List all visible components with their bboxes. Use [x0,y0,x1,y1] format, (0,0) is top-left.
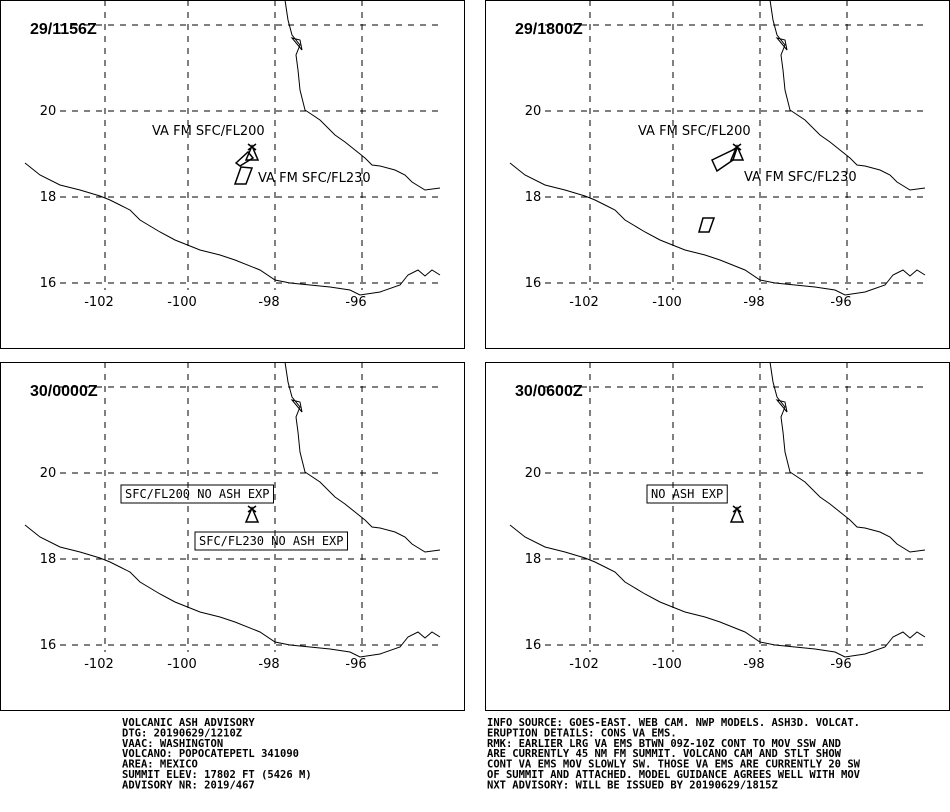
panel-time: 29/1800Z [515,21,583,38]
ash-area [711,146,739,173]
latitude-label: 16 [40,276,57,291]
longitude-label: -100 [167,295,197,310]
label-box [646,484,728,504]
longitude-label: -100 [652,657,682,672]
latitude-label: 16 [40,638,57,653]
panel-frame [0,362,465,711]
longitude-label: -100 [167,657,197,672]
ash-label: VA FM SFC/FL230 [744,170,857,185]
panel-frame [485,362,950,711]
ash-area [234,150,255,167]
label-box [120,484,274,504]
advisory-line: ADVISORY NR: 2019/467 [122,779,255,791]
coastline [509,524,926,658]
longitude-label: -96 [345,657,366,672]
longitude-label: -102 [569,295,599,310]
ash-area [698,217,716,233]
panel-time: 30/0600Z [515,383,583,400]
latitude-label: 18 [40,190,57,205]
longitude-label: -98 [258,657,279,672]
longitude-label: -102 [569,657,599,672]
panel-frame [0,0,465,349]
longitude-label: -102 [84,657,114,672]
latitude-label: 20 [40,466,57,481]
latitude-label: 16 [525,276,542,291]
latitude-label: 20 [525,466,542,481]
latitude-label: 16 [525,638,542,653]
label-box [194,531,348,551]
longitude-label: -98 [743,295,764,310]
advisory-line: ERUPTION DETAILS: CONS VA EMS. [487,727,677,739]
ash-area [233,166,254,185]
latitude-label: 20 [525,104,542,119]
map-panel: 20 18 16 -102 -100 -98 -96 30/0600Z NO ASH EXP [485,361,950,711]
latitude-label: 18 [525,552,542,567]
advisory-line: NXT ADVISORY: WILL BE ISSUED BY 20190629… [487,779,778,791]
volcano-symbol [729,143,745,161]
panel-time: 30/0000Z [30,383,98,400]
advisory-line: DTG: 20190629/1210Z [122,727,242,739]
volcano-symbol [729,505,745,523]
advisory-line: SUMMIT ELEV: 17802 FT (5426 M) [122,769,312,781]
panel-frame [485,0,950,349]
longitude-label: -102 [84,295,114,310]
latitude-label: 18 [525,190,542,205]
ash-label: VA FM SFC/FL230 [258,171,371,186]
ash-label: VA FM SFC/FL200 [638,124,751,139]
ash-label: SFC/FL200 NO ASH EXP [125,487,270,501]
longitude-label: -96 [830,657,851,672]
advisory-line: INFO SOURCE: GOES-EAST. WEB CAM. NWP MOD… [487,717,860,729]
advisory-line: VAAC: WASHINGTON [122,738,223,750]
longitude-label: -98 [258,295,279,310]
longitude-label: -96 [345,295,366,310]
panel-time: 29/1156Z [30,21,97,38]
latitude-label: 20 [40,104,57,119]
advisory-line: ARE CURRENTLY 45 NM FM SUMMIT. VOLCANO C… [487,748,842,760]
advisory-line: VOLCANO: POPOCATEPETL 341090 [122,748,299,760]
latitude-label: 18 [40,552,57,567]
map-panel: 20 18 16 -102 -100 -98 -96 30/0000Z SFC/FL200 NO… [0,361,465,711]
longitude-label: -96 [830,295,851,310]
advisory-line: CONT VA EMS MOV SLOWLY SW. THOSE VA EMS … [487,759,861,771]
coastline [24,162,441,296]
volcano-symbol [244,505,260,523]
map-panel: 20 18 16 -102 -100 -98 -96 29/1800Z VA FM SFC/FL… [485,0,950,349]
map-panel: 20 18 16 -102 -100 -98 -96 29/1156Z VA FM SFC/FL… [0,0,465,349]
ash-label: VA FM SFC/FL200 [152,124,265,139]
longitude-label: -100 [652,295,682,310]
advisory-line: OF SUMMIT AND ATTACHED. MODEL GUIDANCE A… [487,769,861,781]
advisory-line: RMK: EARLIER LRG VA EMS BTWN 09Z-10Z CON… [487,738,841,750]
coastline [509,162,926,296]
advisory-line: VOLCANIC ASH ADVISORY [122,717,255,729]
ash-label: NO ASH EXP [651,487,723,501]
longitude-label: -98 [743,657,764,672]
advisory-line: AREA: MEXICO [122,759,198,771]
ash-label: SFC/FL230 NO ASH EXP [199,534,344,548]
